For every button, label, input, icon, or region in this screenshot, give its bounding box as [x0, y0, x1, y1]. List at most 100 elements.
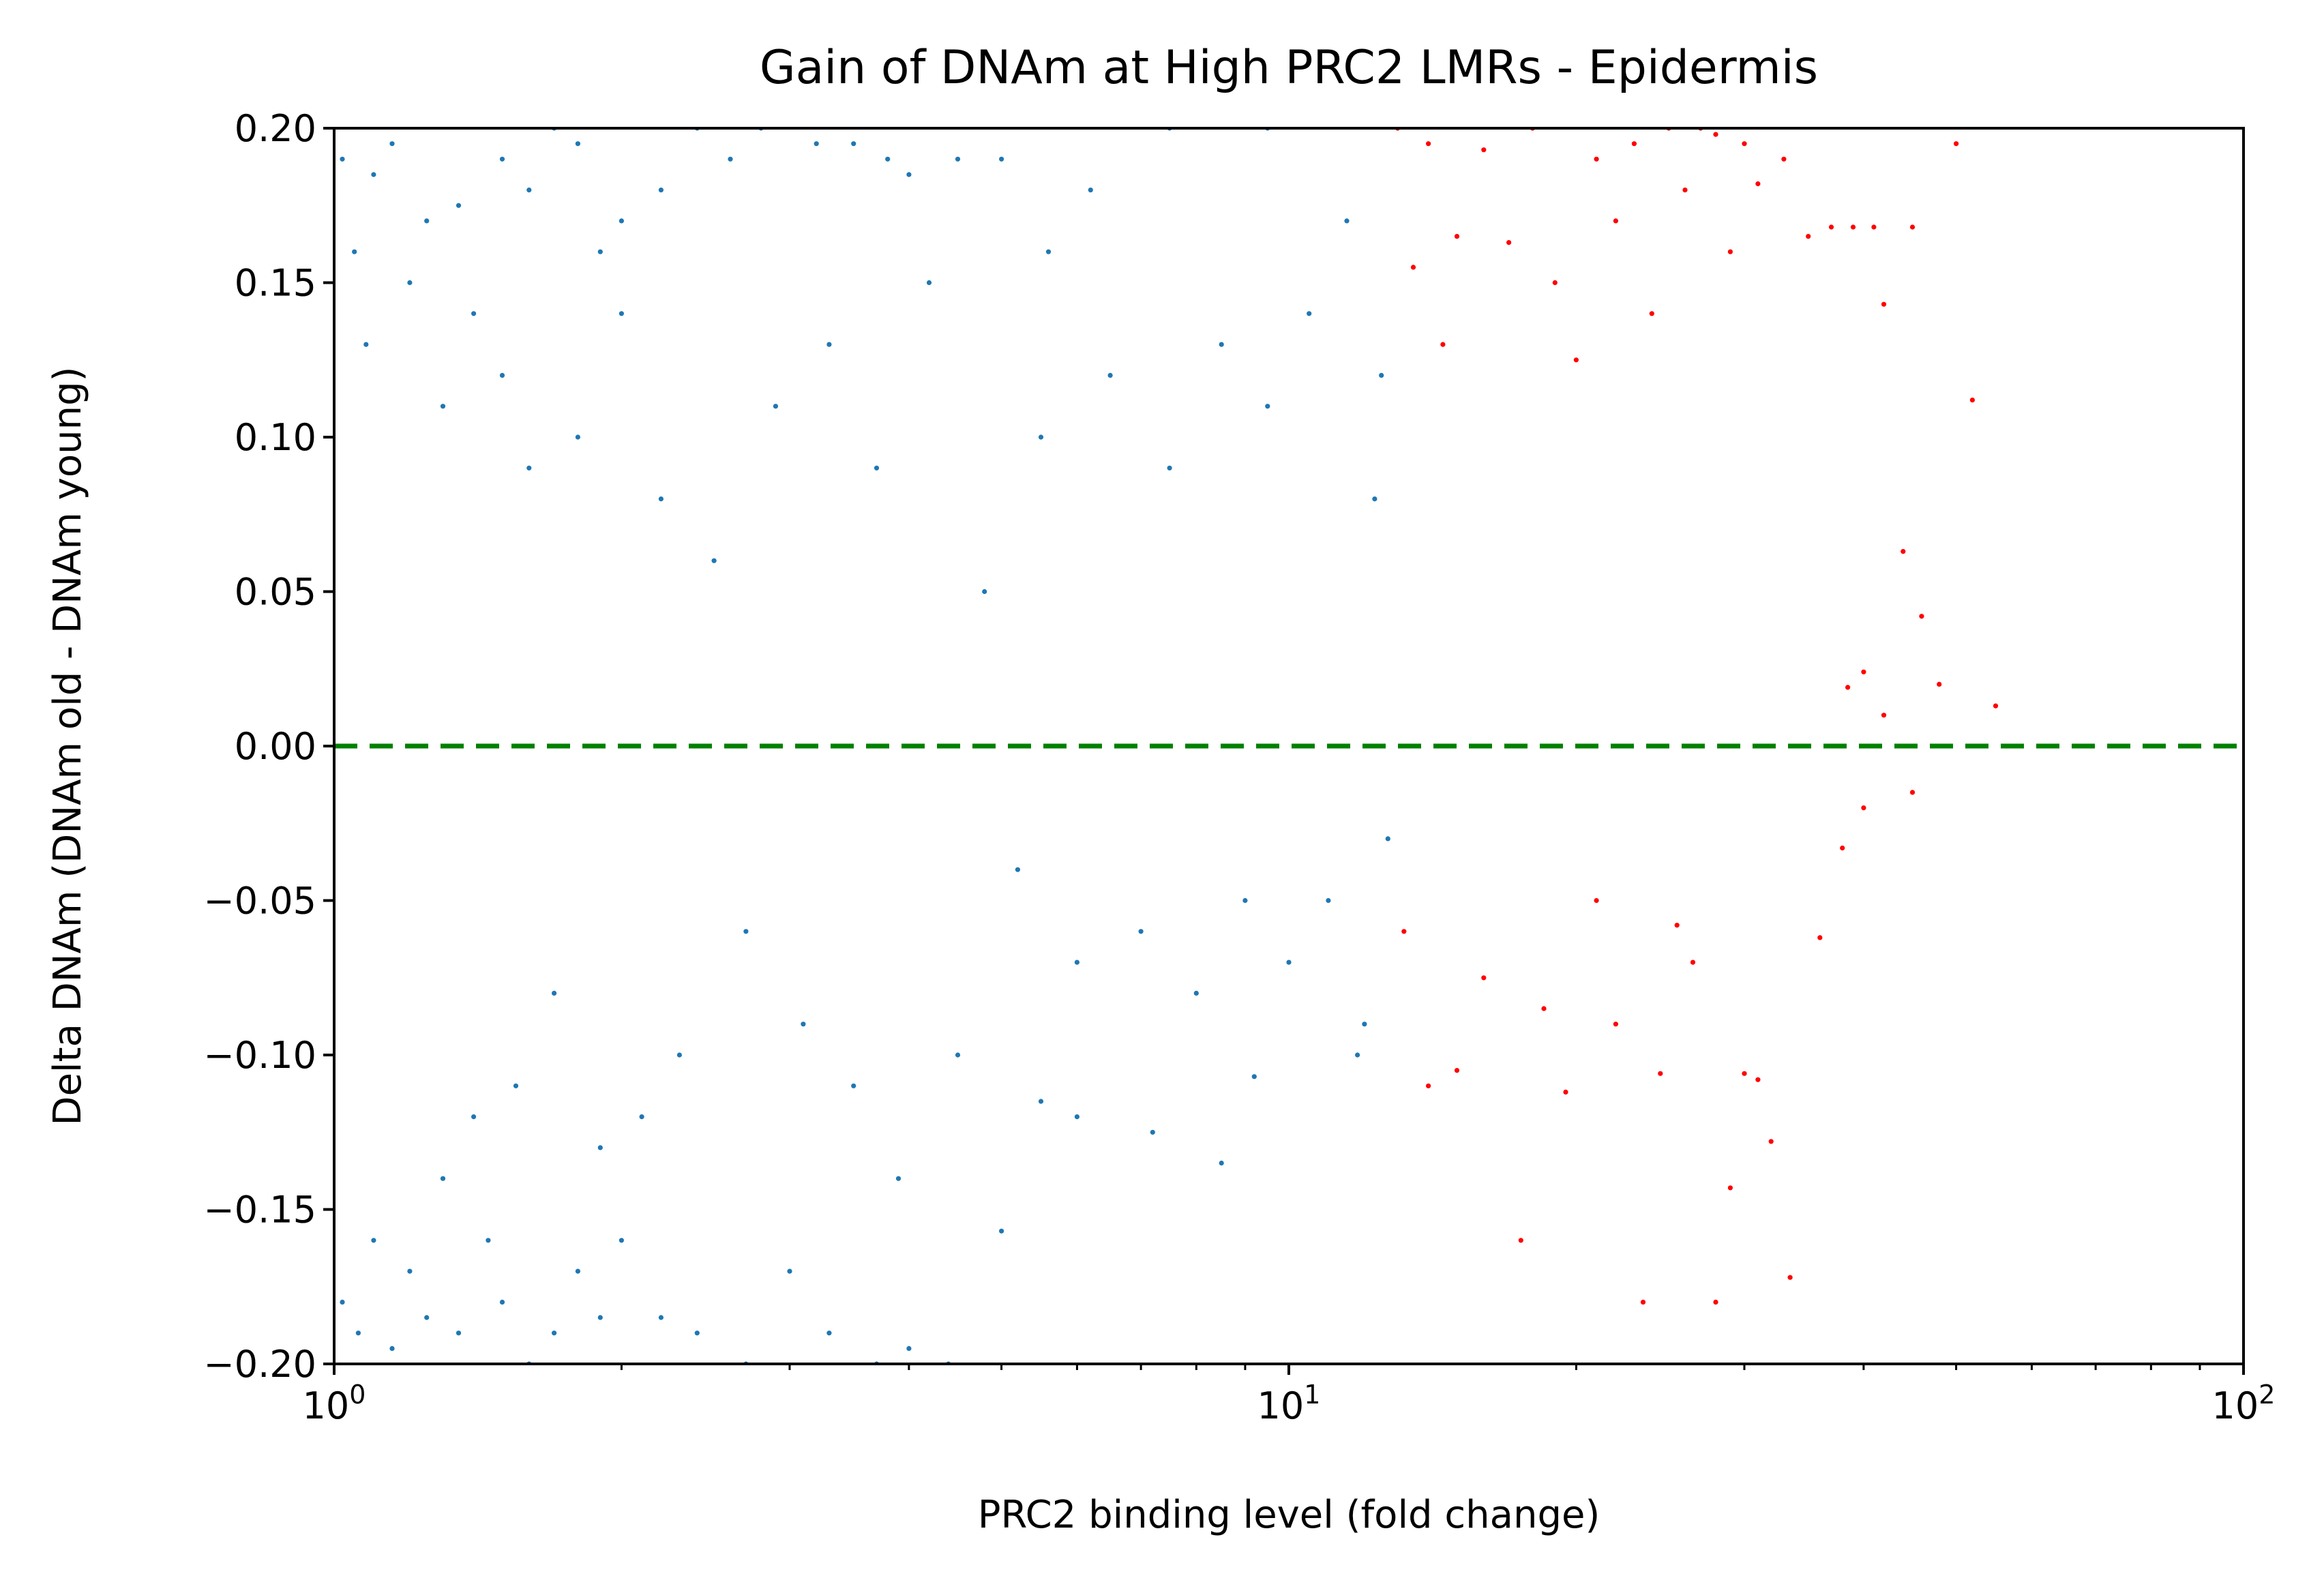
- scatter-point: [1713, 132, 1718, 137]
- scatter-point: [1038, 434, 1044, 440]
- scatter-point: [874, 465, 880, 471]
- scatter-point: [1682, 188, 1688, 193]
- x-axis-label: PRC2 binding level (fold change): [978, 1493, 1600, 1537]
- scatter-point: [371, 172, 376, 177]
- scatter-point: [1344, 218, 1350, 224]
- scatter-point: [1410, 265, 1416, 270]
- scatter-point: [1219, 1160, 1224, 1166]
- y-tick-label: 0.05: [235, 571, 316, 614]
- scatter-point: [1850, 224, 1856, 230]
- y-tick-label: −0.05: [204, 880, 316, 923]
- scatter-point: [826, 342, 832, 347]
- scatter-point: [676, 1052, 683, 1058]
- y-axis: 0.20 0.15 0.10 0.05 0.00 −0.05 −0.10 −0.15 −0.20: [204, 107, 334, 1386]
- scatter-point: [1909, 224, 1916, 230]
- scatter-point: [1969, 398, 1975, 403]
- scatter-point: [407, 280, 413, 286]
- scatter-point: [711, 558, 717, 563]
- scatter-point: [1613, 218, 1618, 224]
- scatter-point: [982, 589, 987, 595]
- scatter-point: [1845, 685, 1851, 690]
- scatter-point: [787, 1268, 792, 1274]
- scatter-point: [1541, 1006, 1547, 1011]
- x-tick-label: 101: [1257, 1380, 1321, 1427]
- y-tick-label: 0.10: [235, 416, 316, 459]
- scatter-point: [1649, 311, 1654, 316]
- scatter-point: [355, 1330, 361, 1336]
- scatter-point: [1219, 342, 1224, 347]
- scatter-point: [801, 1022, 806, 1027]
- scatter-point: [440, 404, 446, 409]
- scatter-point: [1563, 1089, 1568, 1095]
- scatter-point: [440, 1176, 446, 1181]
- scatter-point: [1286, 960, 1292, 965]
- scatter-point: [999, 1228, 1004, 1234]
- scatter-point: [456, 203, 462, 208]
- scatter-point: [552, 1330, 557, 1336]
- scatter-point: [1088, 188, 1093, 193]
- scatter-point: [389, 1345, 395, 1351]
- scatter-point: [1881, 301, 1887, 307]
- chart-title: Gain of DNAm at High PRC2 LMRs - Epiderm…: [760, 41, 1818, 95]
- y-tick-label: −0.10: [204, 1034, 316, 1077]
- scatter-point: [471, 311, 477, 316]
- scatter-point: [851, 1083, 856, 1088]
- y-tick-label: 0.20: [235, 107, 316, 150]
- scatter-point: [1379, 372, 1384, 378]
- scatter-point: [597, 1315, 603, 1320]
- scatter-point: [1674, 923, 1680, 928]
- scatter-point: [499, 1299, 505, 1305]
- scatter-point: [1401, 929, 1407, 934]
- scatter-point: [526, 188, 532, 193]
- scatter-point: [575, 434, 581, 440]
- scatter-point: [499, 156, 505, 162]
- scatter-point: [1881, 713, 1887, 718]
- scatter-point: [1871, 224, 1877, 230]
- scatter-point: [1167, 465, 1172, 471]
- scatter-point: [1919, 614, 1924, 619]
- scatter-point: [1038, 1099, 1044, 1104]
- scatter-point: [499, 372, 505, 378]
- scatter-point: [619, 1238, 625, 1243]
- scatter-point: [1690, 960, 1696, 965]
- scatter-point: [424, 1315, 430, 1320]
- scatter-point: [1242, 897, 1248, 904]
- x-tick-label: 100: [303, 1380, 366, 1427]
- scatter-point: [575, 141, 581, 147]
- scatter-point: [1861, 669, 1866, 674]
- series-1: [1395, 128, 1999, 1305]
- scatter-point: [1594, 156, 1599, 162]
- scatter-point: [1594, 897, 1599, 904]
- scatter-point: [1385, 836, 1390, 842]
- scatter-point: [826, 1330, 832, 1336]
- scatter-point: [1755, 181, 1761, 187]
- x-tick-label: 102: [2212, 1380, 2276, 1427]
- scatter-point: [1768, 1139, 1774, 1144]
- scatter-point: [1742, 141, 1747, 147]
- y-tick-label: 0.00: [235, 725, 316, 768]
- scatter-point: [1015, 867, 1020, 872]
- scatter-point: [526, 465, 532, 471]
- scatter-point: [639, 1114, 644, 1120]
- scatter-point: [999, 156, 1004, 162]
- x-axis: 100 101 102: [303, 1364, 2276, 1427]
- scatter-point: [1727, 249, 1733, 254]
- scatter-point: [1954, 141, 1959, 147]
- scatter-point: [1755, 1077, 1761, 1082]
- scatter-point: [743, 929, 749, 934]
- scatter-point: [1840, 845, 1845, 851]
- scatter-point: [389, 141, 395, 147]
- scatter-point: [1426, 1083, 1431, 1088]
- scatter-point: [906, 1345, 912, 1351]
- scatter-point: [926, 280, 932, 286]
- scatter-point: [1658, 1071, 1663, 1076]
- scatter-point: [1861, 805, 1866, 811]
- scatter-point: [513, 1083, 519, 1088]
- scatter-point: [1454, 234, 1460, 239]
- scatter-point: [471, 1114, 477, 1120]
- scatter-point: [895, 1176, 902, 1181]
- scatter-point: [1193, 990, 1199, 996]
- scatter-point: [552, 990, 557, 996]
- scatter-point: [363, 342, 369, 347]
